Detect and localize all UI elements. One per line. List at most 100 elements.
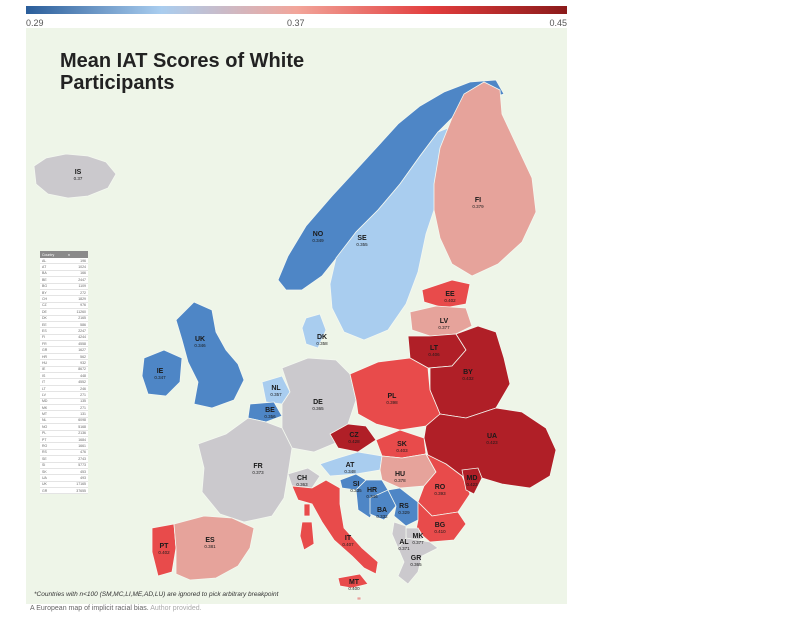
table-cell-n: 2743 <box>66 455 88 463</box>
table-cell-n: 131 <box>66 410 88 418</box>
table-row: NL 6098 <box>40 417 88 425</box>
table-cell-n: 562 <box>66 353 88 361</box>
table-row: SI 5773 <box>40 462 88 469</box>
map-title: Mean IAT Scores of White Participants <box>60 50 305 94</box>
table-cell-n: 166 <box>66 270 88 278</box>
colorbar-max-label: 0.45 <box>549 18 567 28</box>
table-cell-country: NL <box>40 417 67 425</box>
table-cell-n: 476 <box>66 449 88 457</box>
table-cell-n: 271 <box>66 404 88 412</box>
country-label-de: DE <box>313 399 323 406</box>
country-label-mt: MT <box>349 579 360 586</box>
table-row: SE 2743 <box>40 455 88 463</box>
country-score-de: 0.365 <box>312 406 324 411</box>
map-area: IS 0.37 NO 0.349 SE 0.355 FI 0.379 EE 0.402 LV 0.37… <box>26 28 567 604</box>
table-cell-n: 493 <box>66 474 88 482</box>
table-cell-n: 135 <box>66 398 88 406</box>
country-label-bg: BG <box>435 522 446 529</box>
country-label-no: NO <box>313 231 324 238</box>
country-score-se: 0.355 <box>356 242 368 247</box>
table-cell-n: 1109 <box>66 283 88 290</box>
country-label-ba: BA <box>377 507 387 514</box>
country-score-ro: 0.393 <box>434 491 446 496</box>
table-row: EE 586 <box>40 321 88 329</box>
table-row: NO 5168 <box>40 423 88 431</box>
colorbar <box>26 6 567 14</box>
table-row: DE 11260 <box>40 308 88 316</box>
table-row: BE 2447 <box>40 276 88 284</box>
table-cell-country: MD <box>40 398 67 406</box>
table-row: CZ 976 <box>40 302 88 310</box>
table-row: RS 476 <box>40 449 88 457</box>
country-score-it: 0.407 <box>342 542 354 547</box>
country-shape-ua <box>423 407 557 489</box>
table-cell-n: 271 <box>66 391 88 399</box>
table-cell-n: 4558 <box>66 340 88 348</box>
country-shape-bg <box>415 501 467 543</box>
table-cell-country: MK <box>40 404 67 412</box>
country-label-be: BE <box>265 407 275 414</box>
country-score-rs: 0.329 <box>398 510 410 515</box>
table-cell-country: GR <box>40 346 67 354</box>
table-cell-n: 5168 <box>66 423 88 431</box>
table-cell-n: 2447 <box>66 276 88 284</box>
table-cell-n: 11260 <box>66 308 88 316</box>
country-label-si: SI <box>353 481 360 488</box>
table-cell-n: 8672 <box>66 366 88 374</box>
table-cell-country: UA <box>40 474 67 482</box>
country-shape-uk <box>175 301 245 409</box>
country-score-ua: 0.423 <box>486 440 498 445</box>
country-label-ee: EE <box>445 291 455 298</box>
country-label-al: AL <box>399 539 409 546</box>
table-cell-country: ES <box>40 327 67 335</box>
table-row: SK 453 <box>40 468 88 476</box>
table-row: LV 271 <box>40 391 88 399</box>
country-score-md: 0.423 <box>466 482 478 487</box>
map-figure: 0.29 0.37 0.45 IS 0.37 NO 0.349 SE 0.355 FI 0.3… <box>26 6 567 604</box>
country-label-fr: FR <box>253 463 262 470</box>
country-score-lv: 0.377 <box>438 325 450 330</box>
country-label-mk: MK <box>413 533 424 540</box>
country-label-ie: IE <box>157 368 164 375</box>
country-score-fr: 0.373 <box>252 470 264 475</box>
country-score-gr: 0.365 <box>410 562 422 567</box>
table-row: FI 4244 <box>40 334 88 342</box>
country-score-at: 0.348 <box>344 469 356 474</box>
country-label-hu: HU <box>395 471 405 478</box>
country-score-uk: 0.346 <box>194 343 206 348</box>
table-row: AT 1024 <box>40 263 88 271</box>
table-row: PT 1684 <box>40 436 88 444</box>
country-label-ch: CH <box>297 475 307 482</box>
country-label-it: IT <box>345 535 352 542</box>
table-cell-country: BY <box>40 289 67 297</box>
country-shape-dk <box>301 313 327 349</box>
table-row: BY 272 <box>40 289 88 297</box>
country-label-md: MD <box>467 475 478 482</box>
country-shape-rs <box>387 487 419 527</box>
table-cell-country: GR <box>40 487 67 495</box>
country-shape-is <box>33 153 117 199</box>
country-shape-md <box>461 467 483 495</box>
table-row: GR 37655 <box>40 487 88 495</box>
table-cell-n: 246 <box>66 385 88 393</box>
image-caption: A European map of implicit racial bias. … <box>30 605 202 612</box>
country-label-hr: HR <box>367 487 377 494</box>
caption-credit: Author provided. <box>150 605 202 612</box>
country-score-al: 0.371 <box>398 546 410 551</box>
table-row: MT 131 <box>40 410 88 418</box>
table-cell-n: 976 <box>66 302 88 310</box>
country-shape-lv <box>409 305 473 337</box>
country-score-ba: 0.332 <box>376 514 388 519</box>
country-label-gr: GR <box>411 555 422 562</box>
country-shape-corsica <box>303 503 311 517</box>
table-row: ES 2247 <box>40 327 88 335</box>
country-label-cz: CZ <box>349 432 359 439</box>
table-cell-country: UK <box>40 481 67 489</box>
table-cell-n: 453 <box>66 468 88 476</box>
country-label-by: BY <box>463 369 473 376</box>
country-label-sk: SK <box>397 441 407 448</box>
table-row: BG 1109 <box>40 283 88 290</box>
country-shape-ch <box>287 467 321 489</box>
country-label-dk: DK <box>317 334 327 341</box>
table-cell-n: 196 <box>66 258 88 265</box>
